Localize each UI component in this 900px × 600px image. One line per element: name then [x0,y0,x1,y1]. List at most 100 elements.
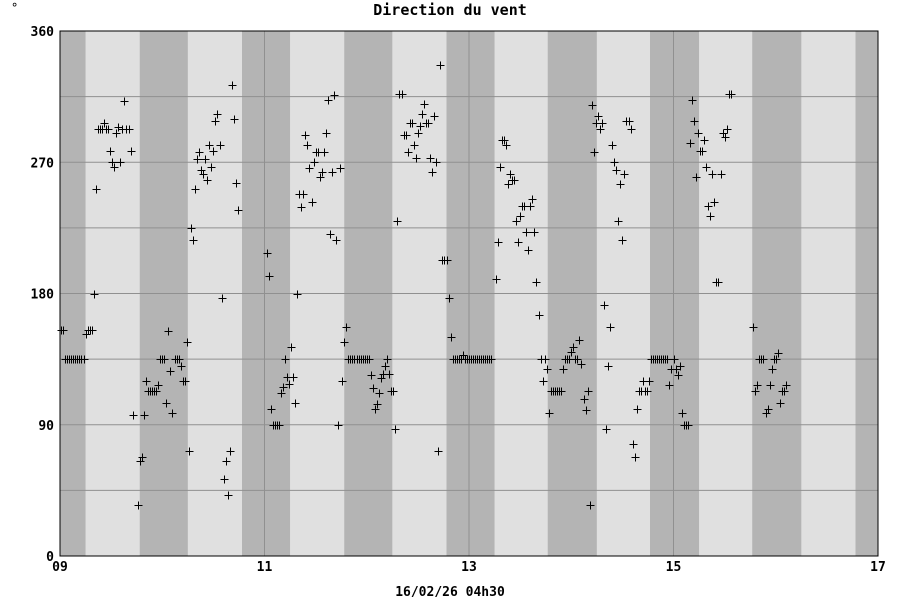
data-point [213,110,222,119]
data-point [526,202,535,211]
data-point [365,355,374,364]
data-point [228,81,237,90]
data-point [369,384,378,393]
data-point [175,355,184,364]
data-point [618,236,627,245]
data-point [702,163,711,172]
data-point [512,217,521,226]
data-point [516,212,525,221]
data-point [383,355,392,364]
data-point [530,228,539,237]
data-point [125,125,134,134]
data-point [700,136,709,145]
data-point [224,491,233,500]
data-point [573,355,582,364]
data-point [569,343,578,352]
data-point [434,447,443,456]
data-point [92,185,101,194]
data-point [447,333,456,342]
data-point [643,387,652,396]
data-point [625,117,634,126]
data-point [584,387,593,396]
plot-frame [59,30,879,557]
data-point [326,230,335,239]
data-point [532,278,541,287]
data-point [764,405,773,414]
y-axis-ticks: 0 90 180 270 360 [31,25,55,565]
data-point [676,362,685,371]
data-point [59,326,68,335]
data-point [688,96,697,105]
data-point [88,326,97,335]
data-point [216,141,225,150]
data-point [436,61,445,70]
data-point [504,180,513,189]
data-point [189,236,198,245]
data-point [230,115,239,124]
x-tick-label: 09 [52,560,68,575]
data-point [181,377,190,386]
data-point [414,129,423,138]
data-point [762,409,771,418]
x-tick-label: 17 [870,560,886,575]
data-point [297,203,306,212]
data-point [577,360,586,369]
data-point [160,355,169,364]
y-tick-label: 270 [31,156,55,171]
data-point [164,327,173,336]
data-point [663,355,672,364]
data-point [332,236,341,245]
data-point [393,217,402,226]
data-point [267,405,276,414]
data-point [389,387,398,396]
data-point [305,164,314,173]
data-point [588,101,597,110]
data-point [704,202,713,211]
data-point [218,294,227,303]
data-point [201,155,210,164]
data-point [418,110,427,119]
data-point [631,453,640,462]
data-point [209,147,218,156]
data-point [629,440,638,449]
data-point [580,395,589,404]
data-point [232,179,241,188]
grid-lines [60,31,878,556]
data-point [539,377,548,386]
data-point [162,399,171,408]
data-point [90,290,99,299]
data-point [590,148,599,157]
data-point [197,166,206,175]
data-point [222,457,231,466]
data-point [185,447,194,456]
data-point [674,371,683,380]
data-point [616,180,625,189]
data-point [633,405,642,414]
data-point [514,238,523,247]
data-point [211,117,220,126]
data-point [416,122,425,131]
data-point [543,365,552,374]
data-point [710,198,719,207]
data-point [285,380,294,389]
data-point [338,377,347,386]
data-point [299,190,308,199]
chart-title: Direction du vent [373,1,527,19]
data-point [782,381,791,390]
data-point [567,348,576,357]
data-point [420,100,429,109]
data-point [334,421,343,430]
data-point [721,133,730,142]
data-point [316,173,325,182]
data-point [152,387,161,396]
data-point [524,246,533,255]
data-point [608,141,617,150]
data-point [138,453,147,462]
data-point [391,425,400,434]
data-point [340,338,349,347]
data-point [528,195,537,204]
data-point [80,355,89,364]
data-point [318,168,327,177]
data-point [706,212,715,221]
data-point [620,170,629,179]
